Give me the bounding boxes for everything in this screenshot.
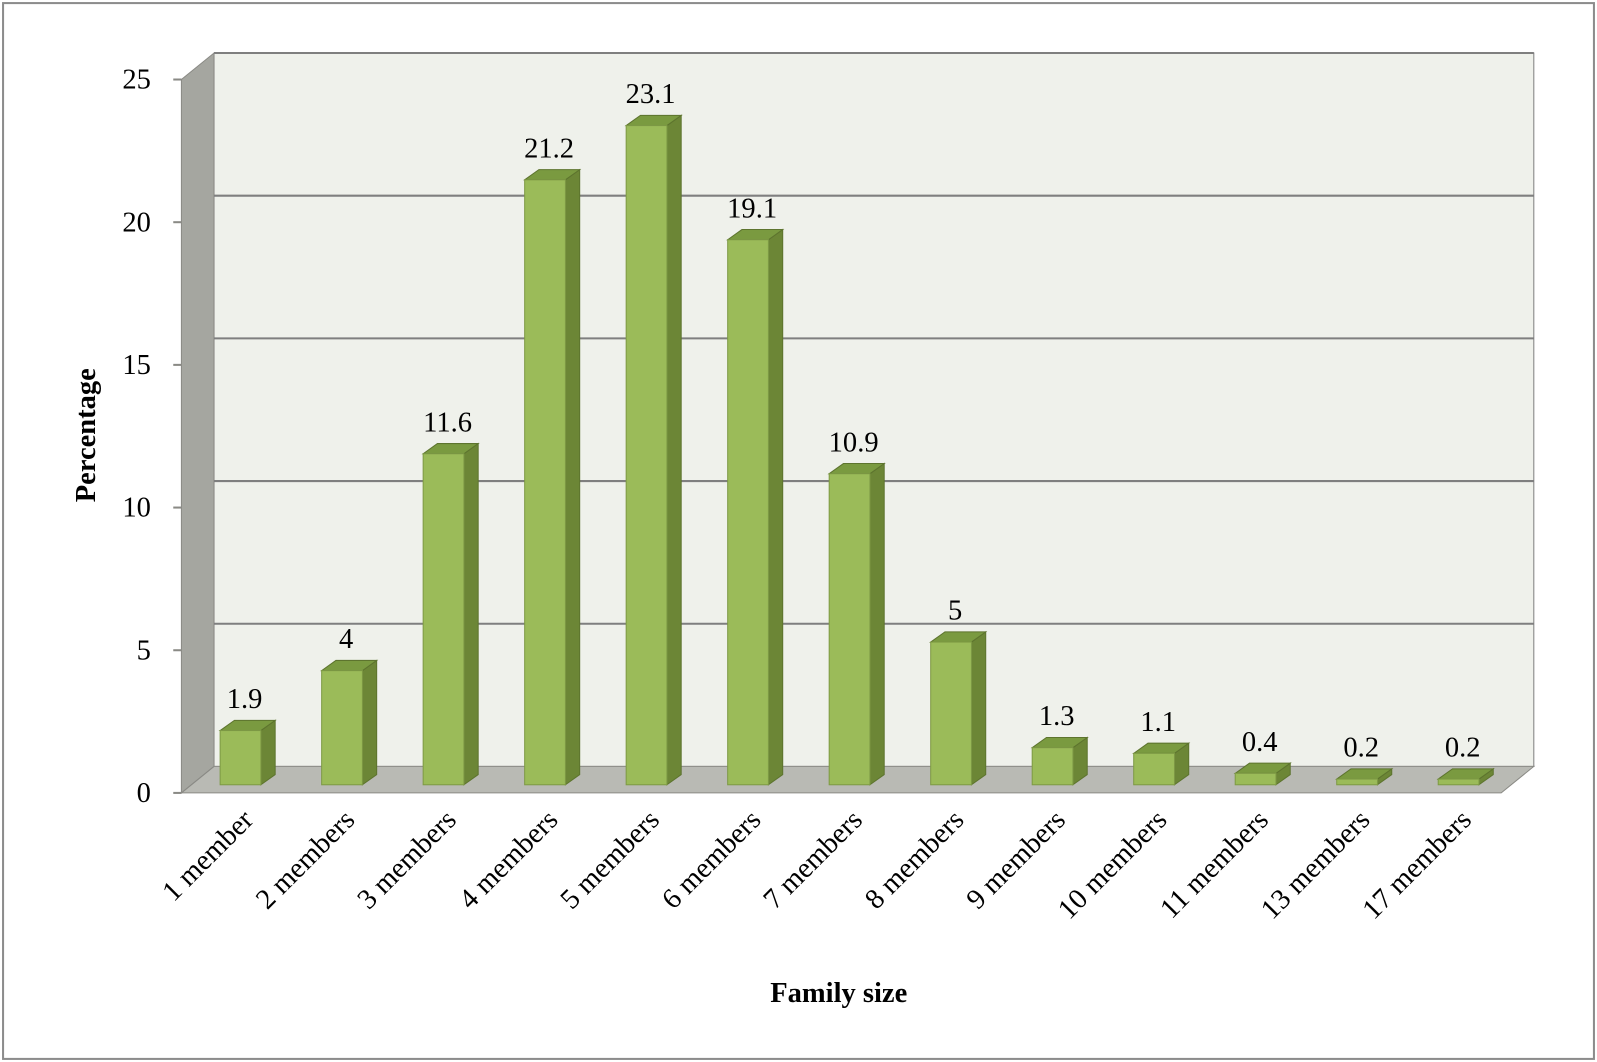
bar [1133, 752, 1175, 786]
bar [625, 125, 668, 786]
data-label: 1.1 [1140, 707, 1176, 738]
bar [219, 730, 262, 786]
bar-5: 23.1 [624, 79, 683, 786]
bar-11: 0.4 [1233, 727, 1292, 786]
y-tick-label: 20 [122, 207, 151, 238]
y-tick-label: 5 [137, 635, 151, 666]
side-wall [180, 51, 215, 794]
data-label: 1.9 [227, 684, 263, 715]
bar-10: 1.1 [1132, 707, 1191, 786]
data-label: 21.2 [524, 133, 574, 164]
bar-4: 21.2 [523, 133, 582, 786]
x-axis-title: Family size [770, 978, 907, 1009]
bar [828, 473, 871, 786]
bar-side [260, 719, 276, 786]
y-tick-label: 25 [122, 65, 151, 96]
bar-8: 5 [929, 596, 988, 786]
bar [1437, 778, 1480, 786]
y-tick-label: 10 [122, 493, 151, 524]
data-label: 23.1 [626, 79, 676, 110]
bar-9: 1.3 [1030, 701, 1089, 786]
bar-side [869, 462, 885, 786]
bar-2: 4 [320, 624, 379, 786]
bar-side [666, 114, 682, 786]
data-label: 0.2 [1445, 733, 1481, 764]
y-axis-title: Percentage [71, 368, 102, 502]
data-label: 0.2 [1343, 733, 1379, 764]
bar-12: 0.2 [1335, 733, 1394, 786]
data-label: 4 [339, 624, 353, 655]
bar [1336, 778, 1378, 786]
bar [524, 179, 566, 786]
bar-13: 0.2 [1436, 733, 1495, 786]
data-label: 1.3 [1039, 701, 1075, 732]
bar [930, 641, 972, 786]
bar [1234, 772, 1277, 786]
bar-side [564, 168, 581, 786]
y-tick-label: 0 [137, 778, 151, 809]
bar [1031, 747, 1074, 786]
bar-6: 19.1 [726, 193, 785, 786]
bar-side [767, 228, 784, 786]
bar [727, 239, 769, 786]
data-label: 19.1 [727, 193, 777, 224]
bar-1: 1.9 [218, 684, 277, 786]
data-label: 5 [948, 596, 962, 627]
bar-side [463, 442, 479, 786]
bar-side [970, 630, 987, 786]
bar [422, 453, 465, 786]
bar-7: 10.9 [827, 427, 886, 786]
bar-side [361, 659, 378, 786]
data-label: 0.4 [1242, 727, 1278, 758]
data-label: 10.9 [829, 427, 879, 458]
bar-3: 11.6 [421, 407, 480, 786]
y-tick-label: 15 [122, 350, 151, 381]
bar [321, 670, 363, 786]
data-label: 11.6 [423, 407, 472, 438]
